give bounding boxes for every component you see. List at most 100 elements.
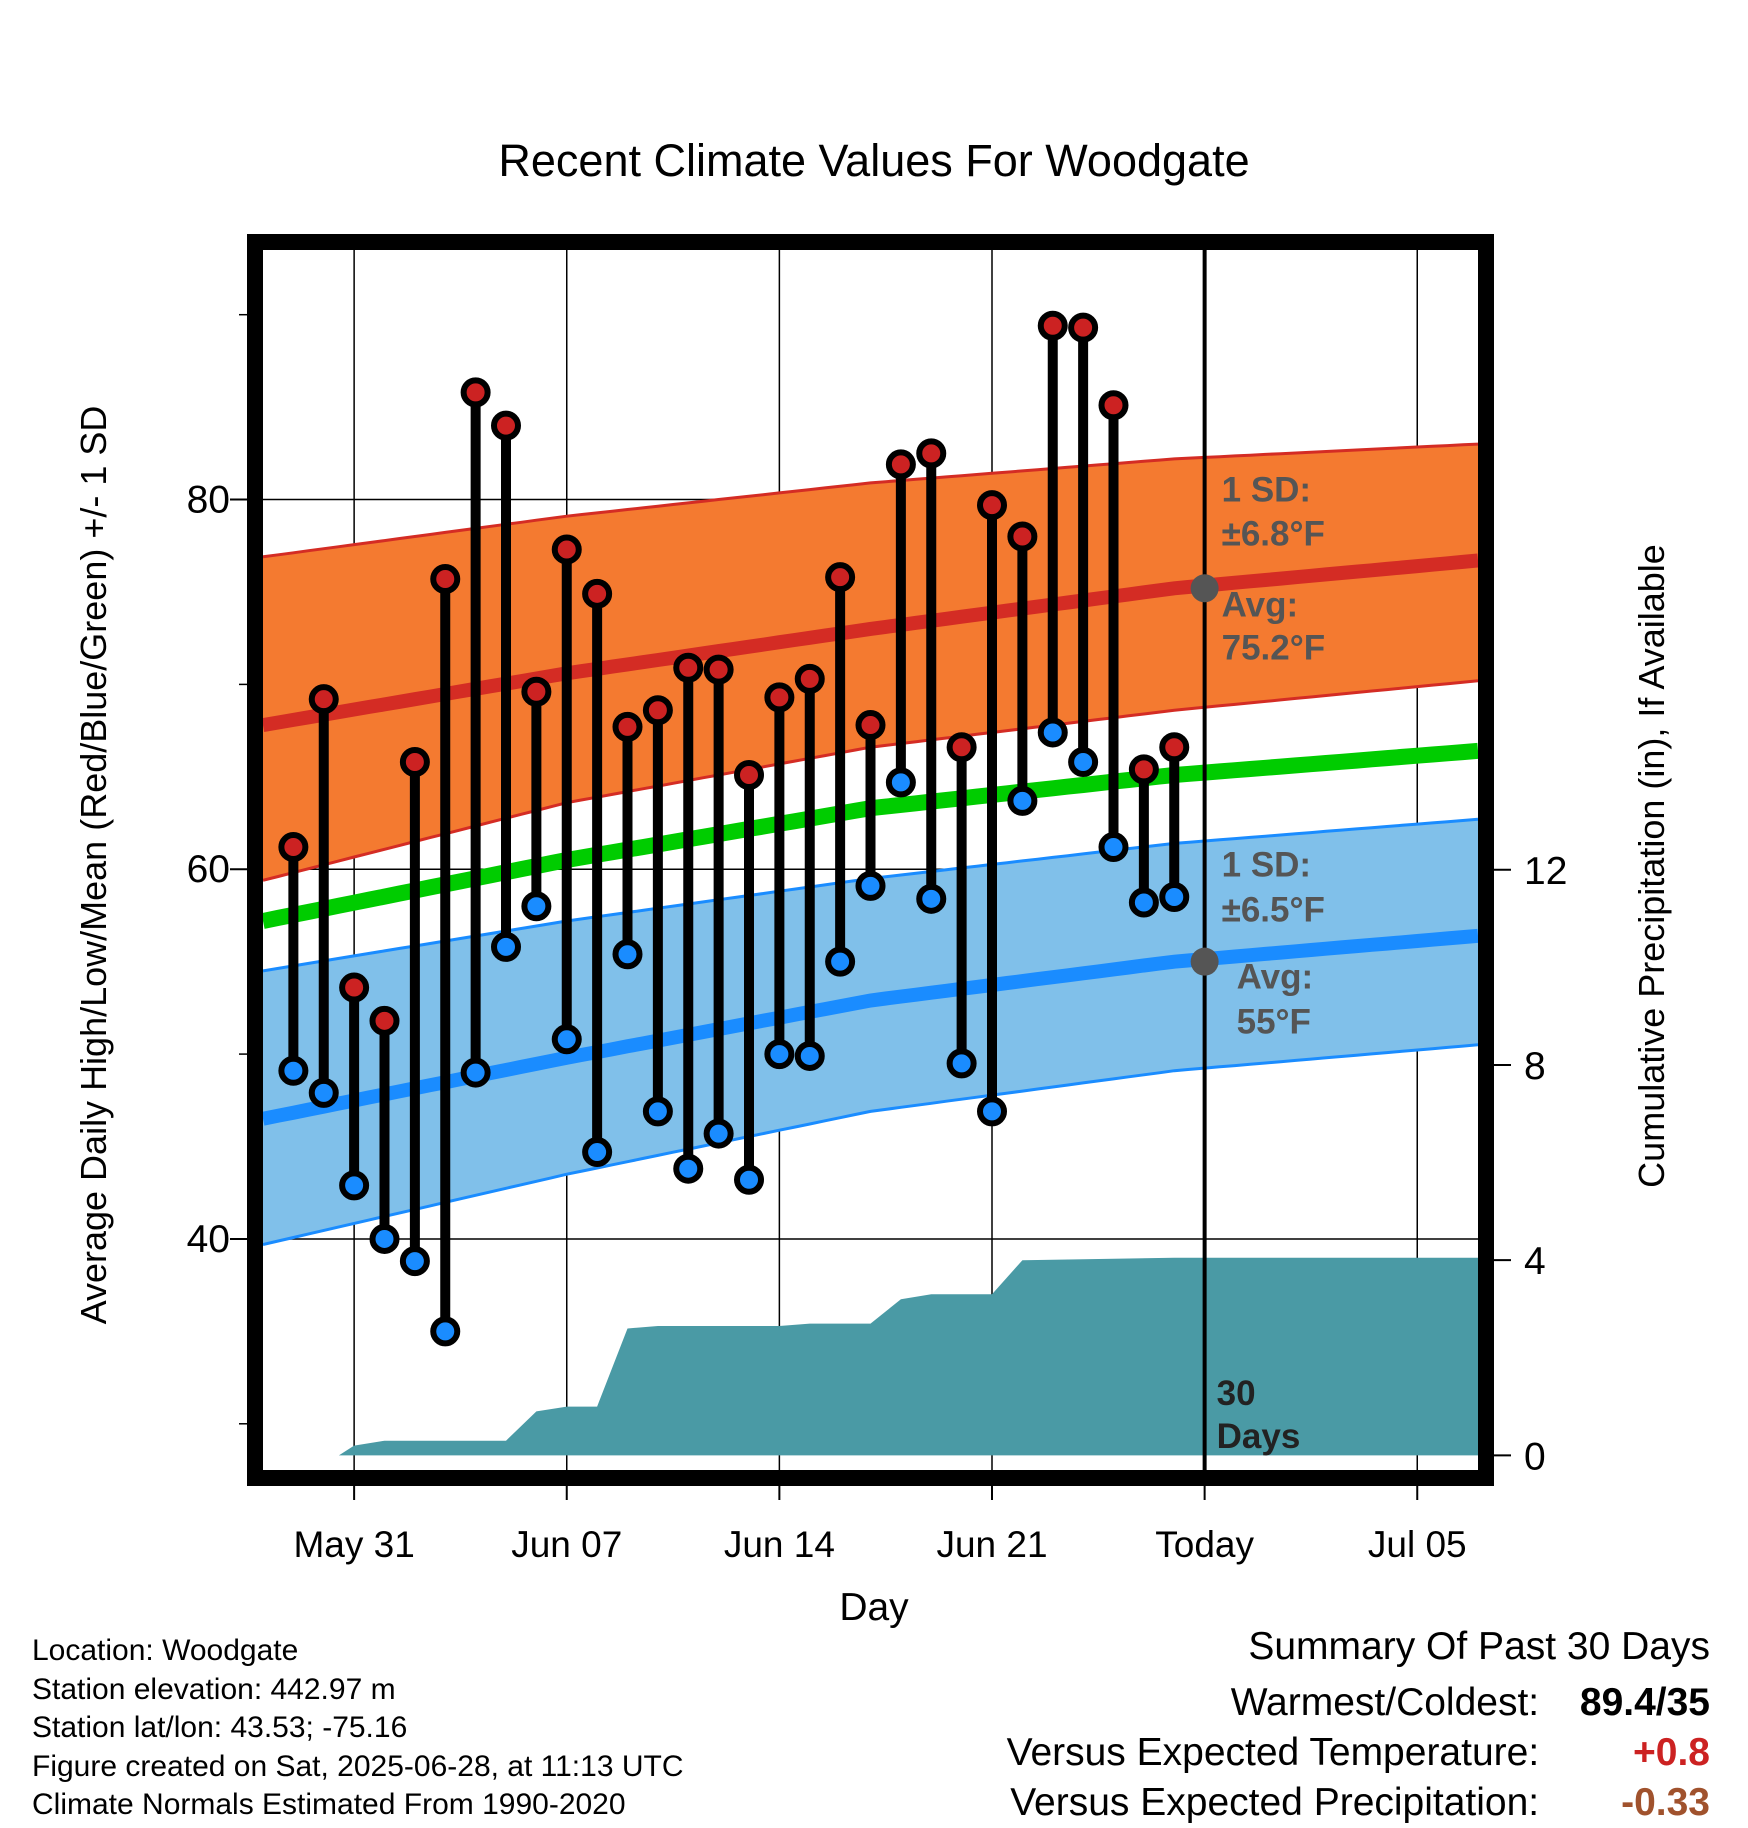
created-text: Figure created on Sat, 2025-06-28, at 11… [32,1749,684,1783]
x-tick-label: Jun 07 [511,1524,622,1565]
daily-high-point [551,534,582,565]
warmest-label: Warmest/Coldest: [1230,1681,1540,1724]
x-tick-label: Jun 14 [724,1524,835,1565]
daily-low-point [885,767,916,798]
low-avg-value: 55°F [1237,1003,1311,1042]
daily-high-point [308,684,339,715]
daily-high-point [582,578,613,609]
daily-high-point [794,663,825,694]
normal-high-avg-line [263,553,1478,732]
daily-high-point [1159,732,1190,763]
daily-low-point [551,1024,582,1055]
daily-high-point [855,710,886,741]
daily-low-point [491,931,521,962]
today-low-avg-marker [1190,947,1219,976]
climate-chart: Recent Climate Values For Woodgate 1 SD:… [73,135,1672,1628]
daily-high-point [916,438,947,469]
daily-high-point [369,1005,400,1036]
high-avg-value: 75.2°F [1222,628,1326,667]
daily-low-point [278,1055,309,1086]
daily-low-point [764,1039,795,1070]
normals-text: Climate Normals Estimated From 1990-2020 [32,1788,626,1821]
y-tick-label: 80 [187,479,230,522]
normal-low-band-lower-edge [263,1043,1478,1246]
daily-low-point [1128,887,1159,918]
daily-high-point [825,562,856,593]
daily-low-point [1037,717,1068,748]
chart-title: Recent Climate Values For Woodgate [498,135,1249,186]
daily-low-point [1007,785,1038,816]
daily-low-point [794,1040,825,1071]
daily-high-point [1007,521,1038,552]
daily-low-point [460,1057,491,1088]
daily-low-point [1159,881,1190,912]
x-tick-label: May 31 [293,1524,414,1565]
high-sd-value: ±6.8°F [1222,514,1325,553]
station-info: Location: Woodgate Station elevation: 44… [32,1632,684,1825]
daily-high-point [460,377,491,408]
daily-low-point [369,1223,400,1254]
daily-low-point [946,1048,977,1079]
daily-low-point [430,1316,461,1347]
plot-area: 1 SD: ±6.8°F Avg: 75.2°F 1 SD: ±6.5°F Avg: 55°F… [187,250,1567,1565]
daily-low-point [734,1164,764,1195]
normal-high-band-upper-edge [263,442,1478,559]
daily-low-point [977,1096,1007,1127]
plot-frame [247,234,1494,1486]
daily-high-point [764,682,795,713]
daily-low-point [582,1137,613,1168]
latlon-text: Station lat/lon: 43.53; -75.16 [32,1711,408,1744]
elevation-text: Station elevation: 442.97 m [32,1672,396,1706]
x-tick-label: Jul 05 [1368,1524,1467,1565]
daily-high-point [339,972,370,1003]
daily-high-point [612,711,643,742]
low-sd-label: 1 SD: [1222,846,1311,885]
daily-low-point [399,1246,430,1277]
y2-axis-label: Cumulative Precipitation (in), If Availa… [1631,544,1672,1188]
daily-high-point [278,832,309,863]
low-avg-label: Avg: [1237,958,1313,997]
high-avg-label: Avg: [1222,585,1298,624]
today-high-avg-marker [1190,574,1219,603]
summary-title: Summary Of Past 30 Days [1248,1625,1710,1668]
warmest-value: 89.4/35 [1579,1681,1710,1724]
y2-tick-label: 12 [1524,850,1567,893]
daily-low-point [1068,747,1099,778]
daily-high-point [642,695,673,726]
y2-tick-label: 4 [1524,1240,1546,1283]
daily-low-point [642,1096,673,1127]
summary-warmest-row: Warmest/Coldest: 89.4/35 [1007,1678,1710,1728]
days-word-label: Days [1217,1417,1301,1456]
temp-label: Versus Expected Temperature: [1006,1731,1540,1774]
daily-high-point [521,676,552,707]
daily-high-point [734,759,764,790]
summary-panel: Summary Of Past 30 Days Warmest/Coldest:… [1007,1622,1710,1828]
daily-low-point [308,1077,339,1108]
daily-low-point [855,870,886,901]
days-count-label: 30 [1217,1374,1256,1413]
daily-low-point [916,883,947,914]
summary-precip-row: Versus Expected Precipitation: -0.33 [1007,1778,1710,1828]
daily-high-point [1037,310,1068,341]
daily-high-point [399,747,430,778]
x-axis-label: Day [839,1586,909,1628]
high-sd-label: 1 SD: [1222,470,1311,509]
daily-low-point [1098,832,1129,863]
daily-low-point [521,891,552,922]
axes [230,234,1511,1500]
daily-high-point [885,449,916,480]
y-tick-label: 60 [187,848,230,891]
precip-area [263,1257,1478,1456]
x-tick-label: Today [1155,1524,1254,1565]
low-sd-value: ±6.5°F [1222,891,1325,930]
precip-value: -0.33 [1621,1781,1710,1824]
daily-high-point [1068,312,1099,343]
daily-high-point [1098,390,1129,421]
daily-low-point [673,1153,704,1184]
location-text: Location: Woodgate [32,1634,299,1667]
daily-low-point [703,1118,734,1149]
daily-high-point [673,652,704,683]
daily-low-point [339,1170,370,1201]
precip-label: Versus Expected Precipitation: [1010,1781,1540,1824]
y-tick-label: 40 [187,1218,230,1261]
